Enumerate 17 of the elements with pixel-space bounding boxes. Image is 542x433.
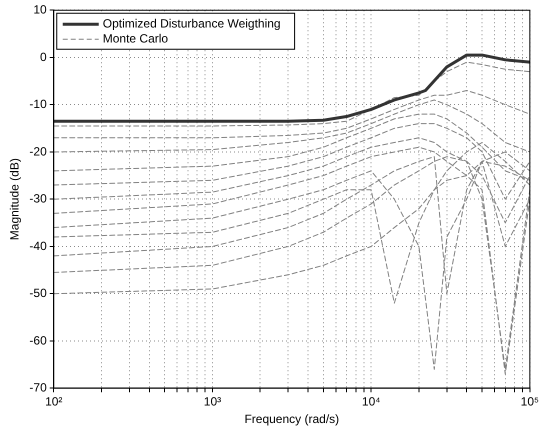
x-tick-label: 10⁴: [362, 394, 380, 409]
y-tick-label: -60: [29, 333, 48, 348]
y-tick-label: -50: [29, 286, 48, 300]
y-tick-label: -70: [29, 380, 48, 395]
y-tick-label: -30: [29, 192, 48, 206]
x-tick-label: 10²: [45, 394, 62, 409]
x-tick-label: 10³: [204, 394, 222, 409]
y-tick-label: -10: [29, 97, 48, 112]
y-tick-label: 10: [33, 2, 48, 17]
y-tick-label: -40: [29, 238, 48, 253]
y-axis-title: Magnitude (dB): [8, 158, 22, 240]
x-axis-title: Frequency (rad/s): [244, 412, 340, 426]
y-tick-label: 0: [40, 50, 48, 64]
legend-label: Optimized Disturbance Weigthing: [102, 16, 281, 31]
legend-label: Monte Carlo: [102, 32, 168, 46]
x-tick-label: 10⁵: [520, 394, 540, 409]
y-tick-label: -20: [29, 144, 48, 158]
